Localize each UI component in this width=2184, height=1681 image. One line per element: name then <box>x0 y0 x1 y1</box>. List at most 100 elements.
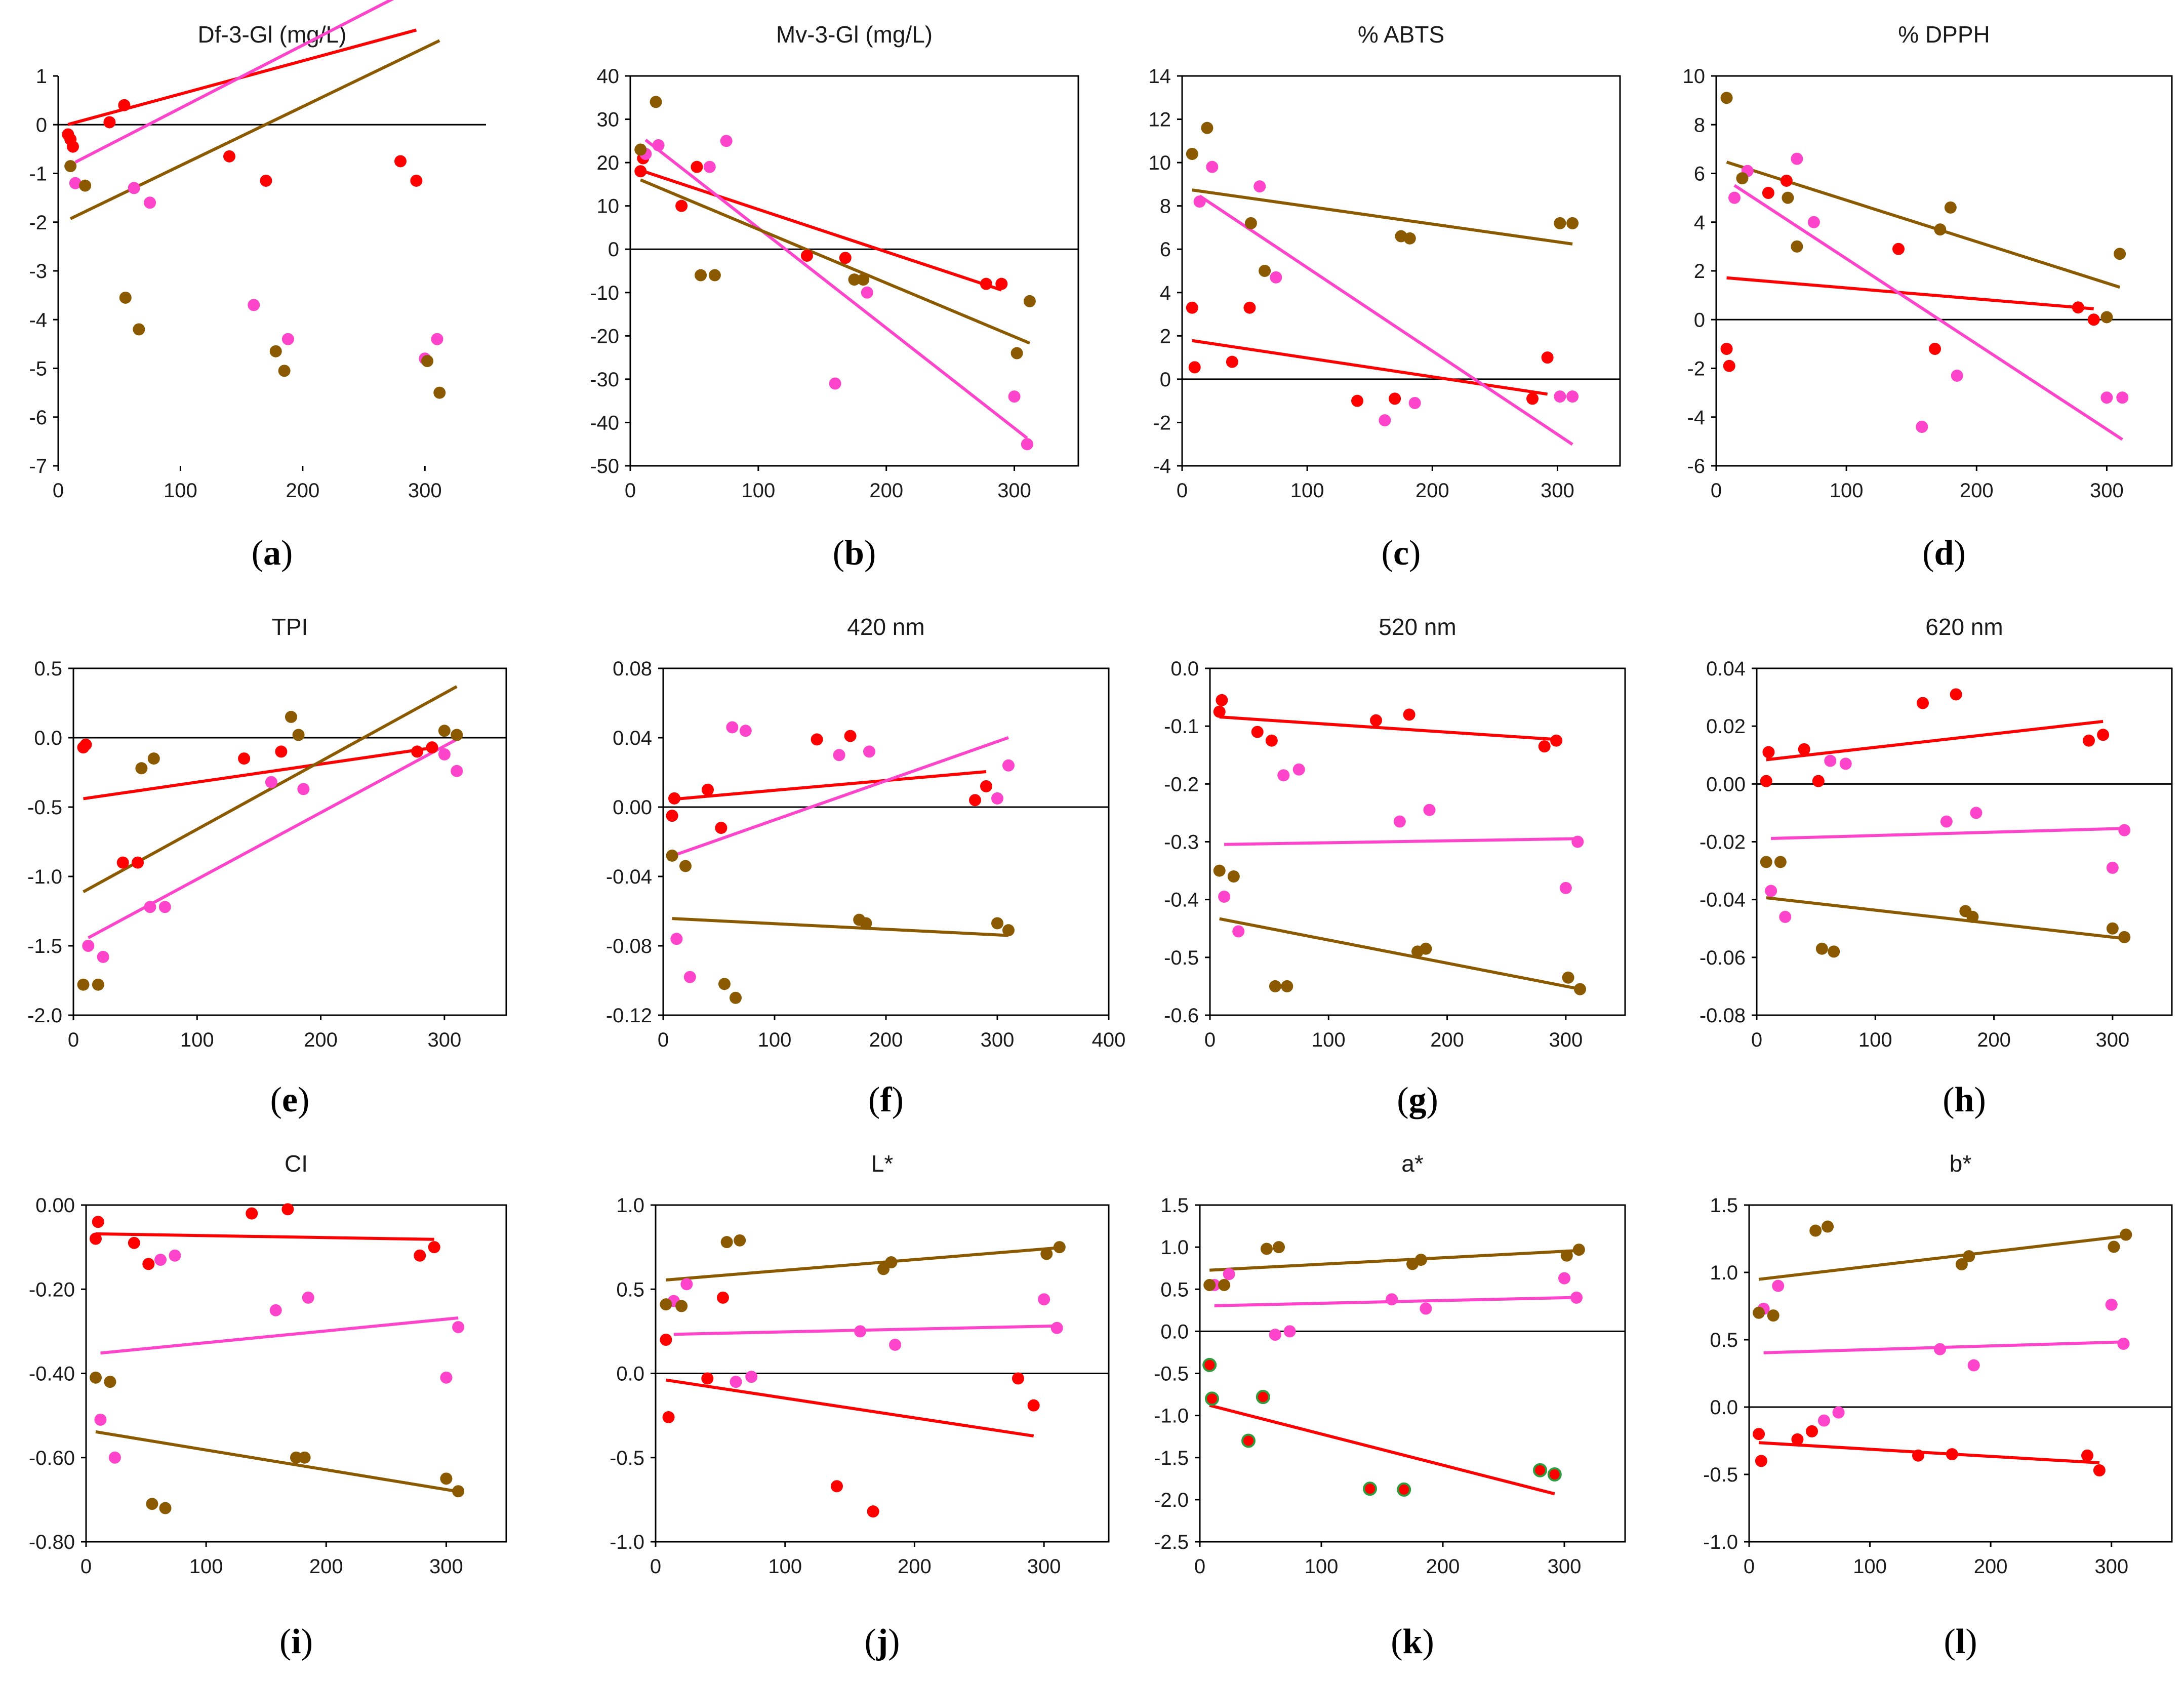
point-magenta <box>1807 216 1820 228</box>
point-brown <box>679 860 692 872</box>
point-red <box>1798 743 1810 755</box>
point-brown <box>1720 92 1733 104</box>
trendline-brown <box>69 39 440 220</box>
y-tick-label: 10 <box>1683 65 1706 88</box>
point-red <box>867 1505 879 1518</box>
x-tick-label: 100 <box>741 479 775 502</box>
panel-title: Mv-3-Gl (mg/L) <box>776 21 933 48</box>
point-brown <box>848 273 861 286</box>
point-red <box>980 780 992 792</box>
point-red <box>1202 1357 1217 1372</box>
y-tick-label: -0.12 <box>606 1005 652 1027</box>
point-red <box>691 161 703 173</box>
point-red <box>2093 1464 2106 1477</box>
point-brown <box>675 1300 688 1312</box>
point-magenta <box>302 1291 314 1304</box>
point-magenta <box>889 1338 902 1351</box>
y-tick-label: -0.80 <box>29 1531 75 1553</box>
point-red <box>1526 392 1539 405</box>
point-brown <box>1966 910 1979 923</box>
point-brown <box>2120 1228 2132 1241</box>
trendline-red <box>1209 1404 1555 1496</box>
x-tick-label: 200 <box>898 1555 932 1578</box>
point-brown <box>1767 1309 1779 1322</box>
trendline-magenta <box>1198 194 1573 446</box>
y-tick-label: -50 <box>590 455 619 477</box>
y-tick-label: -0.04 <box>1700 889 1746 911</box>
y-tick-label: -0.04 <box>606 866 652 888</box>
point-brown <box>278 365 291 377</box>
point-brown <box>1760 856 1772 868</box>
point-magenta <box>2118 824 2131 836</box>
point-brown <box>991 917 1003 930</box>
point-red <box>281 1203 294 1216</box>
plot-frame <box>629 75 1079 467</box>
trendline-red <box>1766 719 2104 762</box>
point-magenta <box>861 286 873 299</box>
y-tick-label: -0.3 <box>1164 831 1199 854</box>
y-tick-label: 0.0 <box>1170 658 1199 680</box>
point-magenta <box>1933 1343 1946 1355</box>
point-red <box>428 1241 440 1254</box>
point-red <box>142 1258 155 1270</box>
point-red <box>980 277 992 290</box>
point-brown <box>730 991 742 1004</box>
y-tick-label: 0.08 <box>613 658 652 680</box>
y-tick-label: -0.60 <box>29 1447 75 1469</box>
point-brown <box>1203 1278 1216 1291</box>
point-brown <box>452 1485 465 1498</box>
point-magenta <box>829 377 841 390</box>
point-brown <box>1753 1306 1765 1319</box>
x-tick-label: 300 <box>1549 1029 1583 1051</box>
y-tick-label: -4 <box>1153 455 1171 477</box>
y-tick-label: 30 <box>597 109 620 131</box>
trendline-brown <box>83 685 458 893</box>
point-magenta <box>652 139 665 151</box>
x-tick-label: 0 <box>1744 1555 1755 1578</box>
trendline-brown <box>1758 1234 2126 1281</box>
point-magenta <box>438 748 451 761</box>
point-brown <box>1002 924 1015 937</box>
point-brown <box>634 143 647 156</box>
y-tick-label: 6 <box>1694 163 1705 185</box>
point-red <box>1780 174 1793 187</box>
y-tick-label: -7 <box>29 455 47 477</box>
point-red <box>1243 301 1256 314</box>
trendline-red <box>640 169 1002 292</box>
point-brown <box>1828 945 1840 958</box>
point-brown <box>1218 1278 1230 1291</box>
x-tick-label: 200 <box>309 1555 343 1578</box>
panel-c: 14 12 10 8 6 4 2 0 -2 -4 0 100 200 300 % ABTS (c) <box>1149 21 1621 573</box>
point-red <box>1188 361 1201 374</box>
point-brown <box>1815 942 1828 955</box>
y-tick-label: -4 <box>29 309 47 331</box>
point-magenta <box>1832 1406 1845 1419</box>
trendline-red <box>1726 276 2094 310</box>
y-tick-label: 1.5 <box>1160 1194 1189 1217</box>
y-tick-label: 1.0 <box>1160 1236 1189 1259</box>
x-tick-label: 100 <box>1858 1029 1892 1051</box>
panel-label: (a) <box>252 534 293 573</box>
point-red <box>995 277 1008 290</box>
point-red <box>1213 705 1226 718</box>
point-brown <box>1420 942 1432 955</box>
x-tick-label: 0 <box>80 1555 92 1578</box>
y-tick-label: 1 <box>36 65 47 88</box>
y-tick-label: -1.5 <box>27 935 62 957</box>
point-red <box>116 856 129 869</box>
point-brown <box>1269 980 1281 992</box>
panel-title: CI <box>285 1150 308 1177</box>
point-red <box>2072 301 2084 314</box>
y-tick-label: -2 <box>29 212 47 234</box>
x-tick-label: 200 <box>1960 479 1994 502</box>
y-tick-label: 0 <box>36 114 47 136</box>
trendline-red <box>666 1378 1034 1438</box>
point-red <box>79 738 92 751</box>
point-magenta <box>854 1325 867 1338</box>
point-brown <box>147 752 160 765</box>
trendline-red <box>1192 339 1548 396</box>
x-tick-label: 0 <box>1204 1029 1216 1051</box>
point-red <box>223 150 235 163</box>
x-tick-label: 100 <box>1312 1029 1346 1051</box>
point-red <box>701 1372 714 1385</box>
